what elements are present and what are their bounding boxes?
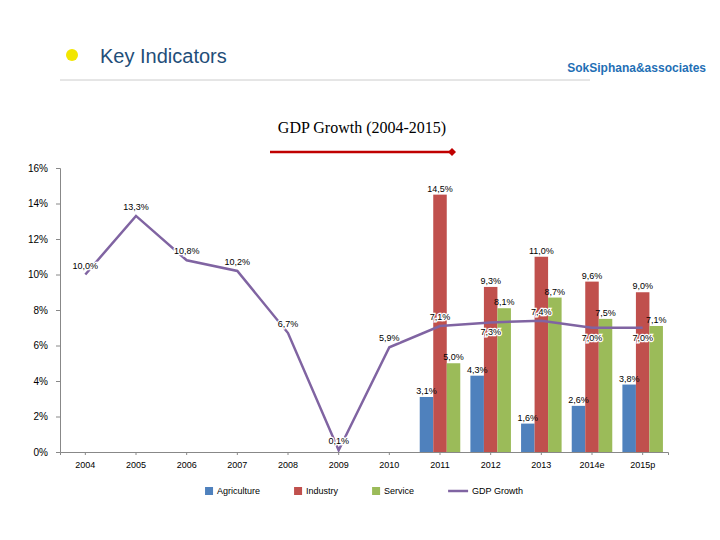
- chart-title: GDP Growth (2004-2015): [278, 119, 446, 137]
- legend: Agriculture Industry Service GDP Growth: [205, 486, 523, 496]
- data-label: 7,3%: [480, 327, 501, 337]
- y-tick: [56, 452, 60, 453]
- y-tick: [56, 310, 60, 311]
- bullet: [66, 49, 78, 61]
- legend-symbol: [205, 487, 213, 495]
- x-tick-label: 2009: [329, 460, 349, 470]
- slide: Key Indicators SokSiphana&associates GDP G…: [0, 0, 720, 540]
- x-tick: [186, 452, 187, 455]
- bar: [420, 397, 434, 452]
- bar: [622, 385, 636, 452]
- legend-label: Service: [384, 486, 414, 496]
- y-tick: [56, 381, 60, 382]
- x-tick-label: 2015p: [630, 460, 655, 470]
- data-label: 8,1%: [494, 297, 515, 307]
- y-tick-label: 8%: [34, 305, 49, 316]
- data-label: 7,0%: [582, 333, 603, 343]
- y-tick: [56, 275, 60, 276]
- y-tick-label: 0%: [34, 447, 49, 458]
- x-tick: [338, 452, 339, 455]
- x-tick: [389, 452, 390, 455]
- data-label: 5,0%: [443, 352, 464, 362]
- x-tick: [136, 452, 137, 455]
- data-label: 9,6%: [582, 271, 603, 281]
- x-tick-label: 2004: [75, 460, 95, 470]
- data-label: 7,4%: [531, 307, 552, 317]
- x-tick: [490, 452, 491, 455]
- y-tick: [56, 346, 60, 347]
- legend-symbol: [294, 487, 302, 495]
- y-tick: [56, 417, 60, 418]
- legend-symbol: [372, 487, 380, 495]
- y-tick-label: 16%: [28, 163, 48, 174]
- x-tick-label: 2006: [177, 460, 197, 470]
- x-tick-label: 2010: [379, 460, 399, 470]
- data-label: 10,8%: [174, 246, 200, 256]
- title-rule-end: [448, 148, 456, 156]
- y-tick: [56, 168, 60, 169]
- bar: [447, 363, 461, 452]
- plot-area: [85, 195, 663, 452]
- data-label: 7,1%: [430, 312, 451, 322]
- x-tick: [642, 452, 643, 455]
- x-tick-label: 2007: [227, 460, 247, 470]
- logo: SokSiphana&associates: [567, 61, 706, 75]
- x-tick: [85, 452, 86, 455]
- data-label: 9,0%: [632, 281, 653, 291]
- y-tick-label: 10%: [28, 269, 48, 280]
- x-axis-line: [61, 453, 669, 456]
- line: [85, 216, 642, 450]
- data-label: 3,8%: [619, 374, 640, 384]
- data-label: 11,0%: [529, 246, 554, 256]
- x-tick: [237, 452, 238, 455]
- data-label: 8,7%: [545, 287, 566, 297]
- data-label: 6,7%: [278, 319, 299, 329]
- legend-symbol: [448, 490, 468, 493]
- bar: [649, 326, 663, 452]
- data-label: 4,3%: [467, 365, 488, 375]
- x-tick-label: 2012: [481, 460, 501, 470]
- data-label: 14,5%: [427, 184, 453, 194]
- title-rule: [270, 151, 452, 154]
- data-label: 10,0%: [73, 261, 99, 271]
- data-label: 0,1%: [328, 436, 349, 446]
- data-label: 13,3%: [123, 202, 149, 212]
- bar: [521, 424, 535, 452]
- data-label: 2,6%: [568, 395, 589, 405]
- legend-label: GDP Growth: [472, 486, 523, 496]
- x-tick-label: 2005: [126, 460, 146, 470]
- x-tick-label: 2008: [278, 460, 298, 470]
- y-tick: [56, 239, 60, 240]
- x-tick: [288, 452, 289, 455]
- data-label: 10,2%: [225, 257, 251, 267]
- data-label: 1,6%: [518, 413, 539, 423]
- y-tick-label: 12%: [28, 234, 48, 245]
- data-labels: 3,1% 4,3% 1,6% 2,6% 3,8% 14,5% 9,3% 11,0% 9,6% 9,…: [73, 184, 667, 447]
- x-tick: [440, 452, 441, 455]
- y-tick: [56, 204, 60, 205]
- x-tick-label: 2011: [430, 460, 449, 470]
- bar: [470, 376, 484, 452]
- x-tick-label: 2014e: [579, 460, 604, 470]
- y-tick-label: 6%: [34, 340, 49, 351]
- data-label: 7,1%: [646, 315, 667, 325]
- header-title: Key Indicators: [100, 45, 227, 67]
- data-label: 9,3%: [480, 276, 501, 286]
- legend-label: Industry: [306, 486, 339, 496]
- bar: [572, 406, 586, 452]
- data-label: 5,9%: [379, 333, 400, 343]
- data-label: 3,1%: [416, 386, 437, 396]
- y-axis-line: [56, 169, 61, 453]
- data-label: 7,5%: [595, 308, 616, 318]
- x-tick: [592, 452, 593, 455]
- bar: [433, 195, 447, 452]
- y-tick-label: 4%: [34, 376, 49, 387]
- x-tick: [541, 452, 542, 455]
- header-rule: [60, 80, 590, 81]
- y-tick-label: 2%: [34, 411, 49, 422]
- y-tick-label: 14%: [28, 198, 48, 209]
- legend-label: Agriculture: [217, 486, 260, 496]
- x-tick-label: 2013: [531, 460, 551, 470]
- data-label: 7,0%: [632, 333, 653, 343]
